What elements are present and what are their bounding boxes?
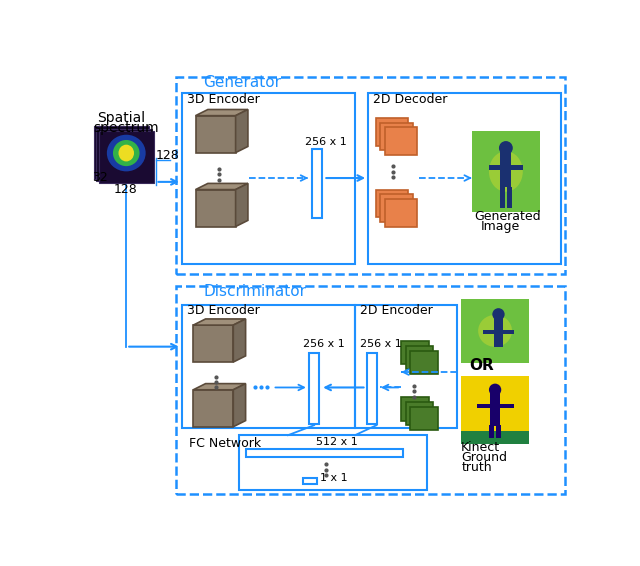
Ellipse shape <box>489 151 523 192</box>
Text: Discriminator: Discriminator <box>204 284 307 299</box>
Text: spectrum: spectrum <box>93 121 159 135</box>
Text: 2D Decoder: 2D Decoder <box>373 93 448 106</box>
Text: 1 x 1: 1 x 1 <box>320 473 348 483</box>
Bar <box>494 316 503 346</box>
Ellipse shape <box>113 140 140 166</box>
Bar <box>503 330 514 333</box>
Bar <box>182 93 355 264</box>
Polygon shape <box>236 109 248 153</box>
Polygon shape <box>410 350 438 374</box>
Text: 256 x 1: 256 x 1 <box>360 338 402 349</box>
Circle shape <box>489 384 501 396</box>
Text: 3D Encoder: 3D Encoder <box>187 305 260 318</box>
Text: 256 x 1: 256 x 1 <box>305 137 347 147</box>
Polygon shape <box>193 384 246 390</box>
Bar <box>496 425 501 438</box>
Circle shape <box>499 141 513 155</box>
Text: 32: 32 <box>92 171 108 184</box>
Ellipse shape <box>107 135 146 171</box>
Text: Image: Image <box>481 220 520 233</box>
Polygon shape <box>401 397 429 421</box>
Bar <box>477 405 490 408</box>
Polygon shape <box>234 384 246 427</box>
Polygon shape <box>401 341 429 365</box>
Bar <box>500 149 511 187</box>
Text: Generated: Generated <box>474 209 541 222</box>
Ellipse shape <box>118 145 134 161</box>
Polygon shape <box>193 325 234 362</box>
Polygon shape <box>380 123 413 151</box>
Text: Ground: Ground <box>461 451 508 464</box>
Bar <box>175 286 565 494</box>
Polygon shape <box>385 127 417 155</box>
Bar <box>239 435 427 490</box>
Polygon shape <box>367 353 376 424</box>
Bar <box>511 165 523 170</box>
Polygon shape <box>234 319 246 362</box>
Bar <box>500 405 513 408</box>
Polygon shape <box>196 115 236 153</box>
Polygon shape <box>193 319 246 325</box>
Polygon shape <box>196 109 248 115</box>
Bar <box>490 392 500 426</box>
Text: 128: 128 <box>156 149 179 162</box>
Polygon shape <box>406 346 433 369</box>
Polygon shape <box>196 190 236 226</box>
Text: Spatial: Spatial <box>97 111 145 125</box>
Polygon shape <box>193 390 234 427</box>
Circle shape <box>492 308 504 320</box>
Text: Generator: Generator <box>204 75 281 90</box>
Text: 2D Encoder: 2D Encoder <box>360 305 433 318</box>
Polygon shape <box>376 118 408 145</box>
Ellipse shape <box>478 315 512 347</box>
Bar <box>94 126 149 179</box>
Polygon shape <box>246 449 403 457</box>
Text: OR: OR <box>470 358 495 373</box>
Bar <box>461 376 529 444</box>
Polygon shape <box>196 183 248 190</box>
Text: 128: 128 <box>114 183 138 196</box>
Bar <box>500 187 505 208</box>
Bar <box>99 131 154 183</box>
Text: 256 x 1: 256 x 1 <box>303 338 345 349</box>
Polygon shape <box>410 407 438 430</box>
Polygon shape <box>303 478 317 484</box>
Bar <box>368 93 561 264</box>
Bar <box>507 187 512 208</box>
Bar <box>355 305 458 428</box>
Polygon shape <box>380 194 413 222</box>
Bar <box>461 299 529 363</box>
Bar <box>472 131 540 212</box>
Polygon shape <box>312 149 322 218</box>
Polygon shape <box>406 402 433 425</box>
Polygon shape <box>376 190 408 217</box>
Bar <box>483 330 494 333</box>
Bar <box>182 305 355 428</box>
Text: 512 x 1: 512 x 1 <box>316 437 358 447</box>
Bar <box>461 431 529 444</box>
Bar <box>96 128 152 181</box>
Polygon shape <box>308 353 319 424</box>
Bar <box>175 77 565 275</box>
Text: FC Network: FC Network <box>189 437 262 450</box>
Text: Kinect: Kinect <box>461 440 500 453</box>
Bar <box>489 425 494 438</box>
Polygon shape <box>385 199 417 226</box>
Text: truth: truth <box>461 461 492 474</box>
Bar <box>489 165 500 170</box>
Polygon shape <box>236 183 248 226</box>
Text: 3D Encoder: 3D Encoder <box>187 93 260 106</box>
